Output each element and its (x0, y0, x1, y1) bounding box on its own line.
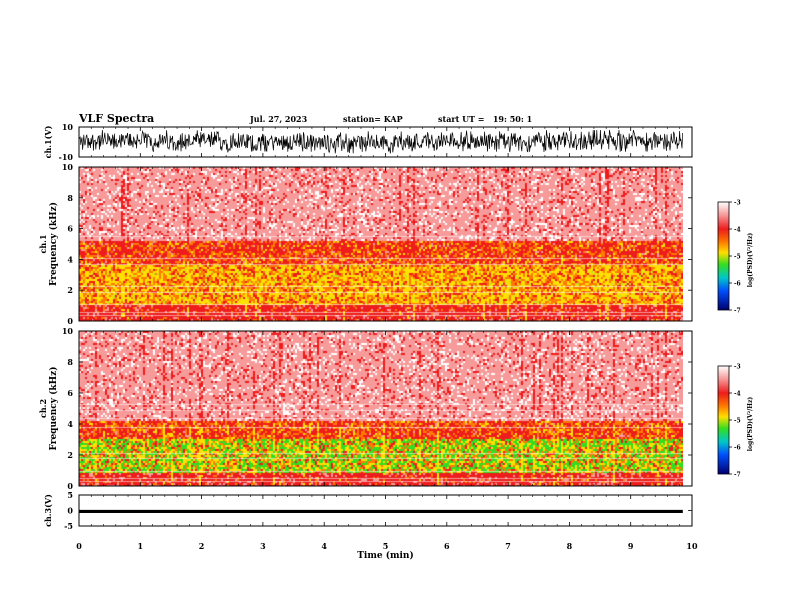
x-tick-label: 3 (260, 541, 266, 551)
ch3-waveform-ylabel: ch.3(V) (43, 494, 53, 527)
x-tick-label: 2 (199, 541, 205, 551)
ch2-spectrogram-ylabel-channel: ch.2 (38, 399, 48, 418)
x-axis-label: Time (min) (357, 550, 414, 561)
ch1-waveform-frame (78, 126, 693, 158)
colorbar-tick-label: -5 (734, 418, 741, 425)
chart-station: station= KAP (343, 114, 403, 124)
y-tick-label: 4 (67, 419, 73, 429)
ch2-spectrogram-frame (78, 330, 693, 487)
spectrogram-image (79, 167, 683, 321)
chart-date: Jul. 27, 2023 (250, 114, 308, 124)
colorbar-tick-label: -7 (734, 472, 741, 479)
y-tick-label: 10 (62, 326, 74, 336)
ch1-spectrogram-frame (78, 166, 693, 322)
x-tick-label: 5 (383, 541, 389, 551)
colorbar-tick-label: -3 (734, 364, 741, 371)
ch1-waveform-trace (78, 129, 683, 154)
y-tick-label: 2 (67, 285, 73, 295)
ch3-waveform-frame (78, 494, 693, 527)
y-tick-label: -10 (59, 152, 74, 162)
y-tick-label: 8 (67, 357, 73, 367)
colorbar-tick-label: -7 (734, 308, 741, 315)
colorbar-tick-label: -4 (734, 391, 741, 398)
x-tick-label: 6 (444, 541, 450, 551)
ch2-spectrogram-colorbar-image (718, 366, 729, 474)
y-tick-label: 10 (62, 122, 74, 132)
x-tick-label: 0 (76, 541, 82, 551)
colorbar-tick-label: -5 (734, 254, 741, 261)
y-tick-label: 2 (67, 450, 73, 460)
ch2-spectrogram-ylabel-quantity: Frequency (kHz) (48, 366, 59, 450)
y-tick-label: 0 (67, 316, 73, 326)
ch1-spectrogram-ylabel-channel: ch.1 (38, 234, 48, 253)
spectrogram-image (79, 331, 683, 486)
y-tick-label: 4 (67, 254, 73, 264)
x-tick-label: 1 (138, 541, 144, 551)
y-tick-label: 0 (67, 506, 73, 516)
y-tick-label: 6 (67, 388, 73, 398)
ch1-waveform-ylabel: ch.1(V) (43, 125, 53, 158)
y-tick-label: 5 (67, 490, 73, 500)
chart-start-time: start UT = 19: 50: 1 (438, 114, 533, 124)
colorbar-tick-label: -4 (734, 227, 741, 234)
ch1-spectrogram-ylabel-quantity: Frequency (kHz) (48, 202, 59, 286)
y-tick-label: 0 (67, 481, 73, 491)
y-tick-label: -5 (64, 521, 73, 531)
y-tick-label: 10 (62, 162, 74, 172)
y-tick-label: 6 (67, 224, 73, 234)
x-tick-label: 7 (505, 541, 511, 551)
colorbar-tick-label: -6 (734, 281, 741, 288)
chart-title: VLF Spectra (79, 112, 155, 125)
x-tick-label: 4 (321, 541, 327, 551)
colorbar-tick-label: -3 (734, 200, 741, 207)
x-tick-label: 9 (628, 541, 634, 551)
x-tick-label: 10 (686, 541, 698, 551)
ch1-spectrogram-colorbar-image (718, 202, 729, 310)
colorbar-label: log(PSD)(V²/Hz) (747, 397, 754, 452)
colorbar-label: log(PSD)(V²/Hz) (747, 233, 754, 288)
colorbar-tick-label: -6 (734, 445, 741, 452)
y-tick-label: 8 (67, 193, 73, 203)
ch3-waveform-trace (79, 509, 683, 513)
x-tick-label: 8 (567, 541, 573, 551)
